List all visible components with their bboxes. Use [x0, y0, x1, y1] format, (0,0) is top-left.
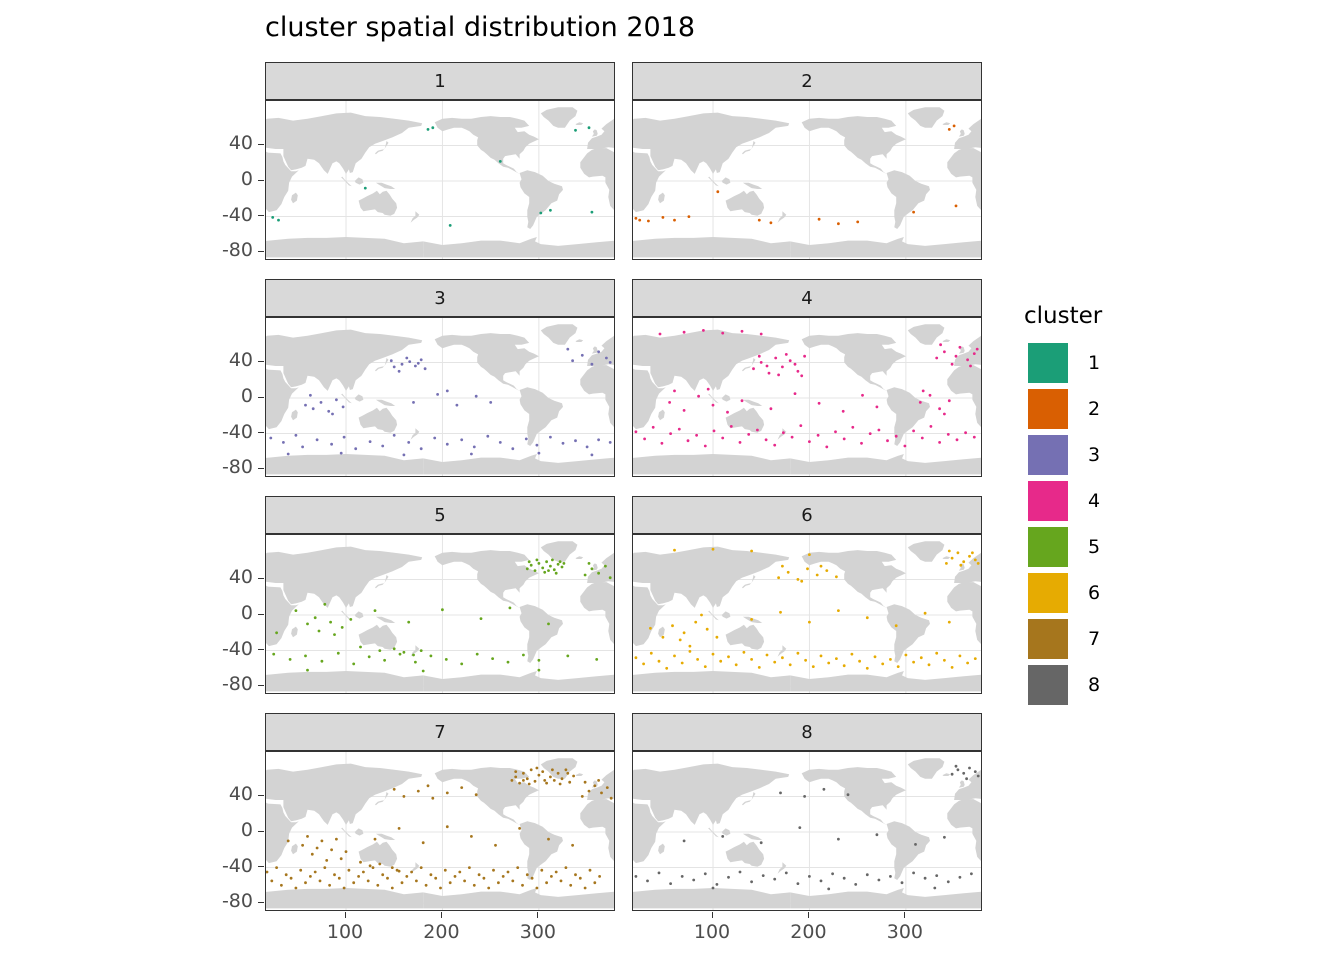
x-tick: [537, 912, 539, 918]
x-tick-label: 100: [693, 921, 731, 943]
facet-map-7: [266, 752, 614, 910]
y-tick-label: -40: [221, 203, 253, 226]
y-tick: [258, 179, 264, 181]
facet-panel-5: [265, 534, 615, 694]
facet-map-8: [633, 752, 981, 910]
facet-strip-label-3: 3: [434, 287, 446, 309]
y-tick-label: -80: [221, 239, 253, 262]
x-tick: [904, 912, 906, 918]
y-tick: [258, 215, 264, 217]
y-tick-label: -40: [221, 854, 253, 877]
legend-swatch-8: [1028, 665, 1068, 705]
facet-map-1: [266, 101, 614, 259]
y-tick: [258, 794, 264, 796]
y-tick-label: -80: [221, 673, 253, 696]
legend-label-5: 5: [1088, 536, 1101, 558]
y-tick: [258, 901, 264, 903]
x-tick-label: 100: [326, 921, 364, 943]
legend-swatch-3: [1028, 435, 1068, 475]
x-tick-label: 200: [790, 921, 827, 943]
y-tick: [258, 577, 264, 579]
facet-strip-4: 4: [632, 279, 982, 317]
y-tick-label: 40: [228, 349, 253, 372]
facet-panel-3: [265, 317, 615, 477]
y-tick-label: -40: [221, 637, 253, 660]
facet-strip-label-2: 2: [801, 70, 813, 92]
facet-strip-2: 2: [632, 62, 982, 100]
facet-strip-8: 8: [632, 713, 982, 751]
facet-panel-7: [265, 751, 615, 911]
y-tick: [258, 830, 264, 832]
y-tick: [258, 649, 264, 651]
legend-label-8: 8: [1088, 674, 1101, 696]
facet-strip-label-1: 1: [434, 70, 446, 92]
facet-strip-label-4: 4: [801, 287, 813, 309]
facet-panel-2: [632, 100, 982, 260]
facet-map-4: [633, 318, 981, 476]
legend-swatch-7: [1028, 619, 1068, 659]
y-tick: [258, 467, 264, 469]
y-tick-label: 0: [240, 602, 253, 624]
legend-label-7: 7: [1088, 628, 1101, 650]
y-tick: [258, 143, 264, 145]
y-tick: [258, 250, 264, 252]
y-tick-label: 40: [228, 783, 253, 806]
legend-swatch-5: [1028, 527, 1068, 567]
x-tick: [344, 912, 346, 918]
y-tick-label: -80: [221, 890, 253, 913]
legend-swatch-1: [1028, 343, 1068, 383]
facet-map-5: [266, 535, 614, 693]
facet-strip-label-6: 6: [801, 504, 813, 526]
legend-label-4: 4: [1088, 490, 1101, 512]
legend-title: cluster: [1024, 303, 1103, 329]
x-tick-label: 300: [519, 921, 556, 943]
facet-panel-4: [632, 317, 982, 477]
y-tick-label: 0: [240, 385, 253, 407]
y-tick-label: 40: [228, 132, 253, 155]
x-tick: [807, 912, 809, 918]
y-tick: [258, 613, 264, 615]
facet-strip-1: 1: [265, 62, 615, 100]
y-tick-label: 40: [228, 566, 253, 589]
x-tick: [440, 912, 442, 918]
y-tick: [258, 396, 264, 398]
legend-swatch-2: [1028, 389, 1068, 429]
legend-swatch-4: [1028, 481, 1068, 521]
y-tick: [258, 432, 264, 434]
y-tick-label: -40: [221, 420, 253, 443]
facet-strip-label-5: 5: [434, 504, 446, 526]
y-tick: [258, 360, 264, 362]
legend-label-2: 2: [1088, 398, 1101, 420]
y-tick-label: -80: [221, 456, 253, 479]
facet-map-2: [633, 101, 981, 259]
legend-swatch-6: [1028, 573, 1068, 613]
y-tick: [258, 866, 264, 868]
facet-map-3: [266, 318, 614, 476]
x-tick-label: 300: [886, 921, 923, 943]
facet-strip-7: 7: [265, 713, 615, 751]
facet-strip-label-8: 8: [801, 721, 813, 743]
legend-label-3: 3: [1088, 444, 1101, 466]
y-tick-label: 0: [240, 168, 253, 190]
facet-strip-label-7: 7: [434, 721, 446, 743]
facet-panel-1: [265, 100, 615, 260]
chart-title: cluster spatial distribution 2018: [265, 12, 696, 43]
legend-label-6: 6: [1088, 582, 1101, 604]
facet-strip-5: 5: [265, 496, 615, 534]
facet-map-6: [633, 535, 981, 693]
legend-label-1: 1: [1088, 352, 1101, 374]
facet-strip-3: 3: [265, 279, 615, 317]
facet-strip-6: 6: [632, 496, 982, 534]
y-tick-label: 0: [240, 819, 253, 841]
x-tick: [711, 912, 713, 918]
facet-panel-6: [632, 534, 982, 694]
facet-panel-8: [632, 751, 982, 911]
x-tick-label: 200: [423, 921, 460, 943]
y-tick: [258, 684, 264, 686]
